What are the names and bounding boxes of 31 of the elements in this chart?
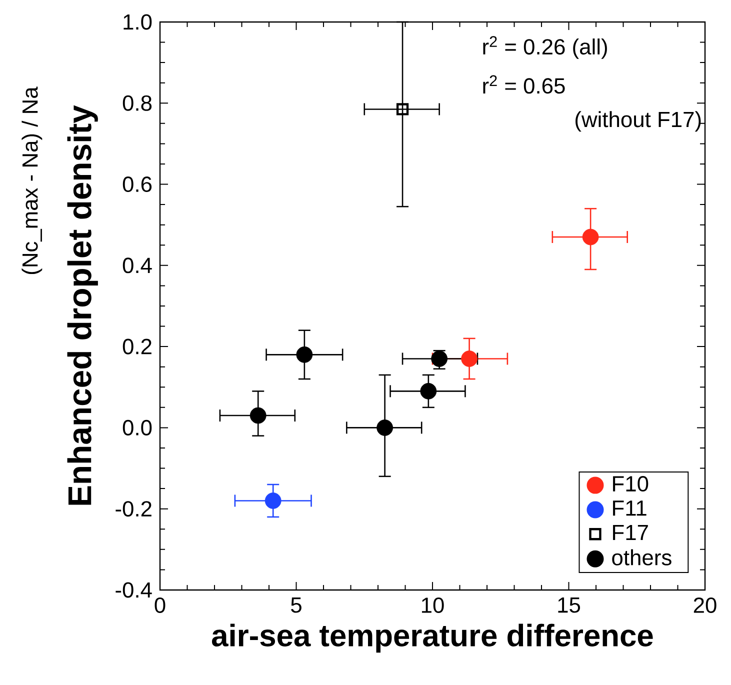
point — [376, 420, 394, 436]
y-tick-label: -0.2 — [116, 501, 152, 517]
legend-label: F10 — [613, 476, 648, 492]
x-tick-label: 5 — [291, 597, 302, 613]
legend-label: others — [612, 549, 672, 566]
point — [396, 103, 409, 116]
y-axis-title: Enhanced droplet density — [67, 105, 98, 505]
y-tick-label: 0.2 — [122, 338, 152, 354]
point — [296, 346, 313, 363]
point — [420, 382, 437, 400]
annotation: (without F17) — [576, 111, 701, 132]
annotation: r$^{2}$ = 0.26 (all) — [483, 36, 607, 59]
x-tick-label: 0 — [154, 597, 166, 614]
point — [264, 492, 282, 509]
y-tick-label: 0.0 — [122, 420, 152, 436]
x-tick-label: 10 — [422, 597, 444, 614]
legend-label: F17 — [613, 524, 648, 540]
x-tick-label: 20 — [694, 597, 716, 614]
point — [250, 407, 266, 424]
y-tick-label: -0.4 — [116, 582, 152, 598]
text: (Nc_max - Na) / Na — [22, 86, 42, 274]
x-tick-label: 15 — [558, 597, 580, 613]
point — [461, 350, 478, 367]
y-tick-label: 1.0 — [124, 14, 152, 30]
y-tick-label: 0.8 — [122, 95, 152, 111]
annotation: r$^{2}$ = 0.65 — [483, 75, 565, 94]
x-axis-title: air-sea temperature difference — [212, 624, 653, 653]
y-tick-label: 0.4 — [122, 258, 152, 274]
y-tick-label: 0.6 — [122, 176, 152, 192]
legend-label: F11 — [613, 500, 646, 516]
point — [582, 228, 599, 246]
